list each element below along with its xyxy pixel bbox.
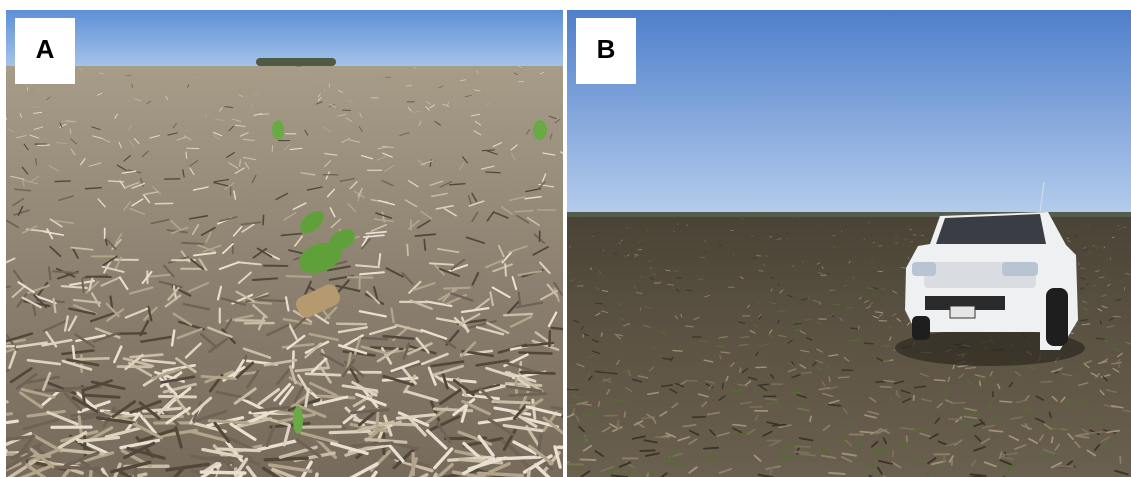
straw bbox=[601, 333, 602, 336]
straw bbox=[967, 415, 979, 416]
straw bbox=[750, 407, 762, 408]
straw bbox=[907, 436, 908, 442]
straw bbox=[686, 290, 692, 291]
straw bbox=[722, 384, 723, 388]
straw bbox=[520, 352, 552, 353]
straw bbox=[698, 341, 707, 342]
panel-label: A bbox=[36, 34, 55, 64]
straw bbox=[407, 245, 408, 256]
tree-line bbox=[256, 58, 336, 66]
straw bbox=[891, 397, 892, 402]
straw bbox=[882, 345, 891, 346]
straw bbox=[0, 346, 14, 347]
straw bbox=[486, 172, 500, 173]
straw bbox=[357, 338, 387, 340]
straw bbox=[838, 377, 848, 378]
straw bbox=[598, 402, 599, 407]
straw bbox=[1113, 316, 1120, 317]
straw bbox=[801, 372, 811, 373]
straw bbox=[875, 312, 882, 313]
straw bbox=[306, 374, 340, 375]
straw bbox=[258, 300, 285, 301]
straw bbox=[218, 449, 259, 451]
straw bbox=[1000, 401, 1012, 402]
straw bbox=[35, 390, 71, 391]
straw bbox=[337, 324, 366, 325]
straw bbox=[686, 326, 694, 327]
straw bbox=[510, 394, 546, 396]
straw bbox=[424, 240, 425, 250]
straw bbox=[624, 412, 625, 417]
photo-b bbox=[555, 10, 1131, 477]
straw bbox=[108, 181, 123, 182]
straw bbox=[640, 450, 654, 451]
straw bbox=[186, 152, 187, 158]
straw bbox=[915, 429, 928, 430]
straw bbox=[865, 343, 874, 344]
straw bbox=[681, 314, 682, 317]
straw bbox=[330, 431, 369, 432]
straw bbox=[182, 243, 203, 244]
straw bbox=[880, 387, 891, 388]
straw bbox=[521, 372, 555, 373]
straw bbox=[1043, 455, 1058, 456]
straw bbox=[1041, 382, 1052, 383]
sky bbox=[567, 10, 1131, 216]
straw bbox=[479, 473, 522, 475]
straw bbox=[1052, 437, 1053, 443]
straw bbox=[829, 473, 845, 474]
straw bbox=[873, 450, 887, 451]
straw bbox=[444, 288, 470, 289]
figure: A B bbox=[0, 0, 1131, 477]
straw bbox=[493, 402, 530, 403]
straw bbox=[876, 382, 887, 383]
straw bbox=[201, 472, 244, 473]
straw bbox=[482, 150, 494, 151]
straw bbox=[692, 417, 705, 418]
straw bbox=[607, 373, 617, 374]
straw bbox=[704, 448, 718, 449]
straw bbox=[240, 160, 241, 167]
straw bbox=[1057, 466, 1072, 467]
straw bbox=[656, 437, 670, 438]
straw bbox=[829, 377, 830, 381]
straw bbox=[287, 276, 311, 277]
straw bbox=[636, 293, 642, 294]
straw bbox=[263, 215, 264, 224]
straw bbox=[519, 293, 520, 306]
straw bbox=[504, 314, 532, 315]
straw bbox=[901, 428, 914, 429]
straw bbox=[563, 405, 575, 406]
straw bbox=[265, 458, 307, 460]
straw bbox=[860, 432, 873, 433]
straw bbox=[76, 358, 108, 359]
straw bbox=[498, 457, 540, 459]
straw bbox=[953, 402, 965, 403]
straw bbox=[934, 380, 944, 381]
straw bbox=[55, 181, 70, 182]
straw bbox=[673, 351, 682, 352]
straw bbox=[505, 264, 506, 276]
straw bbox=[318, 396, 354, 398]
straw bbox=[568, 464, 583, 465]
straw bbox=[580, 459, 595, 460]
straw bbox=[1081, 320, 1088, 321]
panel-label: B bbox=[597, 34, 616, 64]
straw bbox=[980, 381, 981, 385]
straw bbox=[0, 451, 6, 466]
straw bbox=[668, 284, 673, 285]
photo-a bbox=[0, 10, 599, 477]
